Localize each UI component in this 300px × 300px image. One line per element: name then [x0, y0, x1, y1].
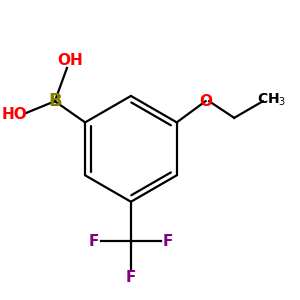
Text: HO: HO: [1, 107, 27, 122]
Text: OH: OH: [57, 53, 83, 68]
Text: CH$_3$: CH$_3$: [257, 92, 286, 108]
Text: O: O: [199, 94, 212, 109]
Text: F: F: [126, 271, 136, 286]
Text: F: F: [163, 234, 173, 249]
Text: B: B: [48, 92, 62, 110]
Text: F: F: [89, 234, 99, 249]
